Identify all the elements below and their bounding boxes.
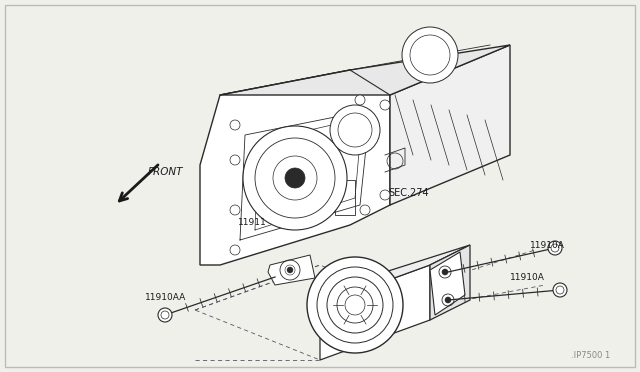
Circle shape bbox=[442, 269, 448, 275]
Polygon shape bbox=[320, 265, 430, 360]
Circle shape bbox=[287, 267, 293, 273]
Polygon shape bbox=[320, 245, 470, 305]
Circle shape bbox=[380, 100, 390, 110]
Polygon shape bbox=[220, 45, 510, 95]
Polygon shape bbox=[430, 245, 470, 320]
Polygon shape bbox=[390, 45, 510, 205]
Circle shape bbox=[158, 308, 172, 322]
Circle shape bbox=[548, 241, 562, 255]
Circle shape bbox=[230, 155, 240, 165]
Text: .IP7500 1: .IP7500 1 bbox=[571, 351, 610, 360]
Circle shape bbox=[553, 283, 567, 297]
Circle shape bbox=[285, 168, 305, 188]
Text: 11910AA: 11910AA bbox=[145, 293, 186, 302]
Text: 11910A: 11910A bbox=[510, 273, 545, 282]
Text: 11911: 11911 bbox=[238, 218, 267, 227]
Polygon shape bbox=[430, 252, 465, 315]
Circle shape bbox=[330, 105, 380, 155]
Text: 11910A: 11910A bbox=[530, 241, 565, 250]
Circle shape bbox=[230, 245, 240, 255]
Text: SEC.274: SEC.274 bbox=[388, 188, 429, 198]
Circle shape bbox=[360, 205, 370, 215]
Polygon shape bbox=[268, 255, 315, 285]
Circle shape bbox=[307, 257, 403, 353]
Circle shape bbox=[243, 126, 347, 230]
Polygon shape bbox=[200, 70, 390, 265]
Circle shape bbox=[230, 120, 240, 130]
Circle shape bbox=[230, 205, 240, 215]
Circle shape bbox=[402, 27, 458, 83]
Circle shape bbox=[380, 190, 390, 200]
Text: FRONT: FRONT bbox=[148, 167, 184, 177]
Circle shape bbox=[445, 297, 451, 303]
Circle shape bbox=[355, 95, 365, 105]
